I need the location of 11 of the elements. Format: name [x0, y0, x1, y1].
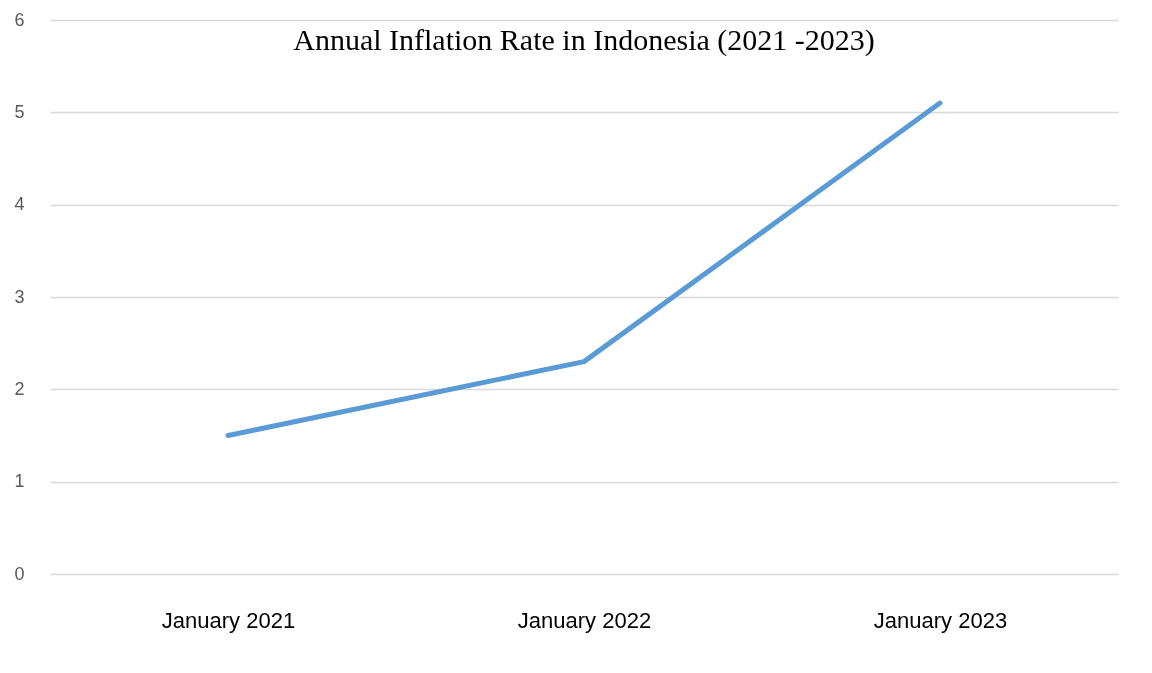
x-tick-label: January 2022 [517, 607, 652, 633]
y-tick-label: 5 [14, 101, 25, 122]
y-tick-label: 6 [14, 9, 25, 30]
y-tick-label: 0 [14, 563, 25, 584]
y-tick-label: 3 [14, 286, 25, 307]
y-tick-label: 4 [14, 194, 25, 215]
x-tick-label: January 2023 [873, 607, 1008, 633]
chart-title: Annual Inflation Rate in Indonesia (2021 -2023) [293, 23, 875, 57]
y-tick-label: 1 [14, 471, 25, 492]
y-tick-label: 2 [14, 378, 25, 399]
x-tick-label: January 2021 [161, 607, 296, 633]
